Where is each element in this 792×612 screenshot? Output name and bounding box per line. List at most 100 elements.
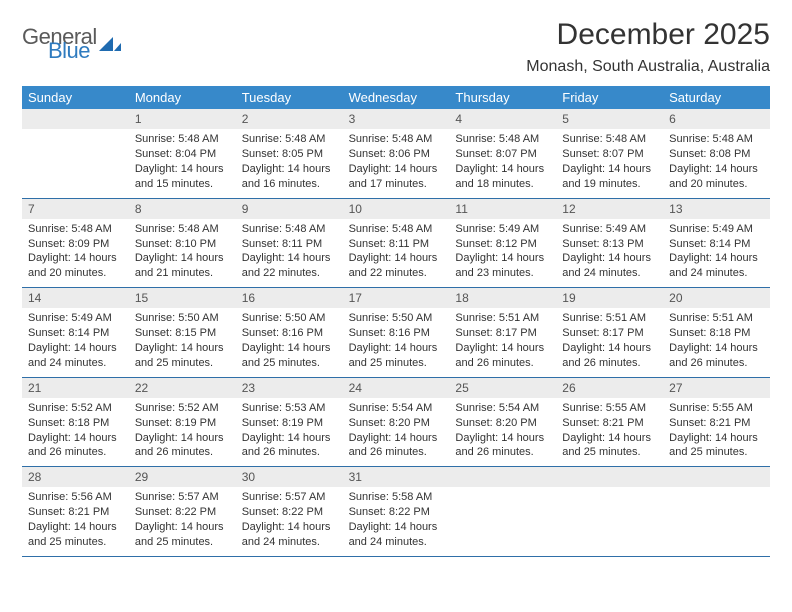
day-number: 11 xyxy=(449,199,556,219)
sunrise-text: Sunrise: 5:48 AM xyxy=(562,132,657,147)
daylight-text: Daylight: 14 hours and 25 minutes. xyxy=(669,431,764,461)
daylight-text: Daylight: 14 hours and 25 minutes. xyxy=(135,520,230,550)
daylight-text: Daylight: 14 hours and 21 minutes. xyxy=(135,251,230,281)
day-number: 24 xyxy=(343,378,450,398)
day-number: 20 xyxy=(663,288,770,308)
sunset-text: Sunset: 8:10 PM xyxy=(135,237,230,252)
cell-body: Sunrise: 5:48 AMSunset: 8:08 PMDaylight:… xyxy=(663,129,770,197)
cell-body: Sunrise: 5:54 AMSunset: 8:20 PMDaylight:… xyxy=(343,398,450,466)
day-number xyxy=(449,467,556,487)
sunset-text: Sunset: 8:07 PM xyxy=(455,147,550,162)
sunrise-text: Sunrise: 5:48 AM xyxy=(135,132,230,147)
calendar-cell xyxy=(663,467,770,556)
sunset-text: Sunset: 8:19 PM xyxy=(242,416,337,431)
daylight-text: Daylight: 14 hours and 19 minutes. xyxy=(562,162,657,192)
sunset-text: Sunset: 8:17 PM xyxy=(562,326,657,341)
sunrise-text: Sunrise: 5:49 AM xyxy=(562,222,657,237)
sunset-text: Sunset: 8:21 PM xyxy=(669,416,764,431)
daylight-text: Daylight: 14 hours and 16 minutes. xyxy=(242,162,337,192)
sunrise-text: Sunrise: 5:50 AM xyxy=(135,311,230,326)
daylight-text: Daylight: 14 hours and 26 minutes. xyxy=(135,431,230,461)
calendar-cell: 6Sunrise: 5:48 AMSunset: 8:08 PMDaylight… xyxy=(663,109,770,198)
sunrise-text: Sunrise: 5:51 AM xyxy=(669,311,764,326)
sunrise-text: Sunrise: 5:50 AM xyxy=(242,311,337,326)
cell-body: Sunrise: 5:48 AMSunset: 8:07 PMDaylight:… xyxy=(449,129,556,197)
week-row: 14Sunrise: 5:49 AMSunset: 8:14 PMDayligh… xyxy=(22,288,770,378)
title-block: December 2025 Monash, South Australia, A… xyxy=(526,18,770,76)
calendar-cell: 8Sunrise: 5:48 AMSunset: 8:10 PMDaylight… xyxy=(129,199,236,288)
calendar-cell: 15Sunrise: 5:50 AMSunset: 8:15 PMDayligh… xyxy=(129,288,236,377)
sunset-text: Sunset: 8:22 PM xyxy=(135,505,230,520)
day-header: Wednesday xyxy=(343,86,450,109)
day-header: Monday xyxy=(129,86,236,109)
day-number: 26 xyxy=(556,378,663,398)
sunset-text: Sunset: 8:18 PM xyxy=(28,416,123,431)
cell-body: Sunrise: 5:52 AMSunset: 8:19 PMDaylight:… xyxy=(129,398,236,466)
calendar: Sunday Monday Tuesday Wednesday Thursday… xyxy=(22,86,770,557)
sunset-text: Sunset: 8:15 PM xyxy=(135,326,230,341)
day-number: 21 xyxy=(22,378,129,398)
calendar-cell: 26Sunrise: 5:55 AMSunset: 8:21 PMDayligh… xyxy=(556,378,663,467)
sunrise-text: Sunrise: 5:52 AM xyxy=(135,401,230,416)
calendar-cell: 13Sunrise: 5:49 AMSunset: 8:14 PMDayligh… xyxy=(663,199,770,288)
week-row: 28Sunrise: 5:56 AMSunset: 8:21 PMDayligh… xyxy=(22,467,770,557)
calendar-cell: 28Sunrise: 5:56 AMSunset: 8:21 PMDayligh… xyxy=(22,467,129,556)
daylight-text: Daylight: 14 hours and 24 minutes. xyxy=(28,341,123,371)
daylight-text: Daylight: 14 hours and 26 minutes. xyxy=(669,341,764,371)
day-header: Sunday xyxy=(22,86,129,109)
daylight-text: Daylight: 14 hours and 25 minutes. xyxy=(242,341,337,371)
calendar-cell: 3Sunrise: 5:48 AMSunset: 8:06 PMDaylight… xyxy=(343,109,450,198)
calendar-cell: 11Sunrise: 5:49 AMSunset: 8:12 PMDayligh… xyxy=(449,199,556,288)
day-number: 14 xyxy=(22,288,129,308)
cell-body: Sunrise: 5:50 AMSunset: 8:16 PMDaylight:… xyxy=(236,308,343,376)
sunrise-text: Sunrise: 5:57 AM xyxy=(242,490,337,505)
sunrise-text: Sunrise: 5:54 AM xyxy=(349,401,444,416)
location: Monash, South Australia, Australia xyxy=(526,58,770,76)
cell-body: Sunrise: 5:57 AMSunset: 8:22 PMDaylight:… xyxy=(236,487,343,555)
sunrise-text: Sunrise: 5:56 AM xyxy=(28,490,123,505)
cell-body: Sunrise: 5:58 AMSunset: 8:22 PMDaylight:… xyxy=(343,487,450,555)
cell-body: Sunrise: 5:49 AMSunset: 8:14 PMDaylight:… xyxy=(22,308,129,376)
sunset-text: Sunset: 8:06 PM xyxy=(349,147,444,162)
cell-body: Sunrise: 5:50 AMSunset: 8:16 PMDaylight:… xyxy=(343,308,450,376)
day-number: 15 xyxy=(129,288,236,308)
calendar-cell xyxy=(22,109,129,198)
daylight-text: Daylight: 14 hours and 25 minutes. xyxy=(349,341,444,371)
day-number: 5 xyxy=(556,109,663,129)
sunrise-text: Sunrise: 5:48 AM xyxy=(242,132,337,147)
calendar-cell: 9Sunrise: 5:48 AMSunset: 8:11 PMDaylight… xyxy=(236,199,343,288)
daylight-text: Daylight: 14 hours and 24 minutes. xyxy=(669,251,764,281)
sunrise-text: Sunrise: 5:49 AM xyxy=(455,222,550,237)
sunrise-text: Sunrise: 5:48 AM xyxy=(455,132,550,147)
cell-body: Sunrise: 5:48 AMSunset: 8:07 PMDaylight:… xyxy=(556,129,663,197)
sunrise-text: Sunrise: 5:55 AM xyxy=(562,401,657,416)
calendar-cell: 12Sunrise: 5:49 AMSunset: 8:13 PMDayligh… xyxy=(556,199,663,288)
calendar-cell: 21Sunrise: 5:52 AMSunset: 8:18 PMDayligh… xyxy=(22,378,129,467)
sunset-text: Sunset: 8:17 PM xyxy=(455,326,550,341)
day-number: 28 xyxy=(22,467,129,487)
day-number: 13 xyxy=(663,199,770,219)
calendar-cell xyxy=(556,467,663,556)
calendar-cell: 23Sunrise: 5:53 AMSunset: 8:19 PMDayligh… xyxy=(236,378,343,467)
day-number: 1 xyxy=(129,109,236,129)
cell-body: Sunrise: 5:55 AMSunset: 8:21 PMDaylight:… xyxy=(663,398,770,466)
sunrise-text: Sunrise: 5:57 AM xyxy=(135,490,230,505)
day-number: 30 xyxy=(236,467,343,487)
sunset-text: Sunset: 8:21 PM xyxy=(562,416,657,431)
sunset-text: Sunset: 8:19 PM xyxy=(135,416,230,431)
logo-sail-icon xyxy=(99,37,121,51)
cell-body: Sunrise: 5:48 AMSunset: 8:05 PMDaylight:… xyxy=(236,129,343,197)
daylight-text: Daylight: 14 hours and 20 minutes. xyxy=(28,251,123,281)
daylight-text: Daylight: 14 hours and 24 minutes. xyxy=(349,520,444,550)
calendar-cell: 18Sunrise: 5:51 AMSunset: 8:17 PMDayligh… xyxy=(449,288,556,377)
calendar-cell: 2Sunrise: 5:48 AMSunset: 8:05 PMDaylight… xyxy=(236,109,343,198)
daylight-text: Daylight: 14 hours and 25 minutes. xyxy=(28,520,123,550)
calendar-cell: 29Sunrise: 5:57 AMSunset: 8:22 PMDayligh… xyxy=(129,467,236,556)
calendar-cell: 14Sunrise: 5:49 AMSunset: 8:14 PMDayligh… xyxy=(22,288,129,377)
week-row: 7Sunrise: 5:48 AMSunset: 8:09 PMDaylight… xyxy=(22,199,770,289)
sunrise-text: Sunrise: 5:48 AM xyxy=(349,222,444,237)
week-row: 1Sunrise: 5:48 AMSunset: 8:04 PMDaylight… xyxy=(22,109,770,199)
sunrise-text: Sunrise: 5:55 AM xyxy=(669,401,764,416)
sunset-text: Sunset: 8:09 PM xyxy=(28,237,123,252)
day-number: 18 xyxy=(449,288,556,308)
